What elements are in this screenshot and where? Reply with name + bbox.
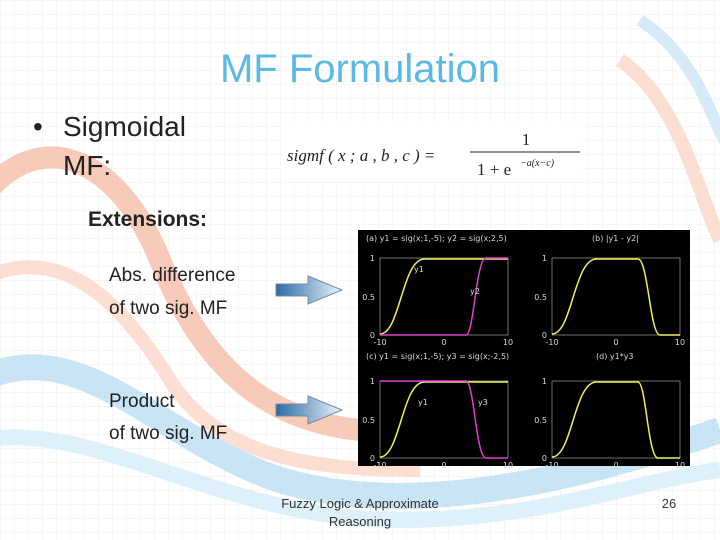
formula-exponent: −a(x−c) bbox=[520, 158, 555, 169]
panel-title: (b) |y1 - y2| bbox=[592, 234, 639, 243]
footer-text: Reasoning bbox=[329, 514, 391, 529]
plot-frame bbox=[551, 380, 681, 459]
item-text: Abs. difference bbox=[109, 265, 235, 286]
x-tick-label: -10 bbox=[545, 338, 558, 347]
curve bbox=[380, 257, 508, 336]
formula-numerator: 1 bbox=[522, 130, 531, 149]
arrow bbox=[275, 395, 344, 425]
panel-title: (d) y1*y3 bbox=[596, 352, 634, 361]
curve bbox=[380, 380, 508, 459]
x-tick-label: 0 bbox=[441, 461, 446, 470]
y-tick-label: 0 bbox=[542, 454, 547, 463]
x-tick-label: -10 bbox=[373, 338, 386, 347]
y-tick-label: 1 bbox=[370, 254, 375, 263]
x-tick-label: 10 bbox=[503, 461, 513, 470]
footer-text: Fuzzy Logic & Approximate bbox=[281, 496, 439, 511]
formula: sigmf ( x ; a , b , c ) = 1 1 + e −a(x−c… bbox=[282, 123, 582, 181]
slide-title: MF Formulation bbox=[220, 47, 500, 91]
curve bbox=[379, 381, 508, 458]
item-text: Product bbox=[109, 391, 175, 412]
curve bbox=[379, 258, 508, 335]
panel-title: (a) y1 = sig(x;1,-5); y2 = sig(x;2,5) bbox=[366, 234, 507, 243]
y-tick-label: 1 bbox=[542, 254, 547, 263]
figure: (a) y1 = sig(x;1,-5); y2 = sig(x;2,5) y1… bbox=[358, 230, 690, 470]
bullet-marker: • bbox=[33, 111, 43, 142]
bullet-text: MF: bbox=[63, 150, 111, 181]
y-tick-label: 1 bbox=[542, 377, 547, 386]
figure-background bbox=[358, 230, 690, 466]
x-tick-label: 10 bbox=[503, 338, 513, 347]
panel: (c) y1 = sig(x;1,-5); y3 = sig(x;-2,5) y… bbox=[362, 352, 513, 470]
x-tick-label: -10 bbox=[545, 461, 558, 470]
x-tick-label: 0 bbox=[441, 338, 446, 347]
y-tick-label: 0 bbox=[542, 331, 547, 340]
panel: (b) |y1 - y2| -10 0 10 0 0.5 1 bbox=[534, 234, 685, 347]
extensions-heading: Extensions: bbox=[88, 208, 207, 231]
y-tick-label: 0.5 bbox=[362, 416, 375, 425]
x-tick-label: 0 bbox=[613, 338, 618, 347]
panel: (a) y1 = sig(x;1,-5); y2 = sig(x;2,5) y1… bbox=[362, 234, 513, 347]
item-text: of two sig. MF bbox=[109, 298, 227, 319]
curve-label: y3 bbox=[478, 398, 488, 407]
curve bbox=[551, 381, 680, 459]
bullet-text: Sigmoidal bbox=[63, 111, 186, 142]
x-tick-label: -10 bbox=[373, 461, 386, 470]
y-tick-label: 0 bbox=[370, 454, 375, 463]
x-tick-label: 0 bbox=[613, 461, 618, 470]
curve-label: y1 bbox=[418, 398, 428, 407]
item-text: of two sig. MF bbox=[109, 423, 227, 444]
x-tick-label: 10 bbox=[675, 461, 685, 470]
plot-frame bbox=[551, 257, 681, 336]
y-tick-label: 0 bbox=[370, 331, 375, 340]
decoration bbox=[0, 15, 720, 529]
panel: (d) y1*y3 -10 0 10 0 0.5 1 bbox=[534, 352, 685, 470]
y-tick-label: 0.5 bbox=[362, 293, 375, 302]
y-tick-label: 0.5 bbox=[534, 416, 547, 425]
x-tick-label: 10 bbox=[675, 338, 685, 347]
curve bbox=[551, 258, 680, 336]
y-tick-label: 0.5 bbox=[534, 293, 547, 302]
curve-label: y1 bbox=[414, 265, 424, 274]
y-tick-label: 1 bbox=[370, 377, 375, 386]
panel-title: (c) y1 = sig(x;1,-5); y3 = sig(x;-2,5) bbox=[366, 352, 509, 361]
arrow bbox=[275, 275, 344, 305]
formula-denominator: 1 + e bbox=[477, 160, 511, 179]
formula-lhs: sigmf ( x ; a , b , c ) = bbox=[287, 146, 435, 165]
page-number: 26 bbox=[662, 496, 676, 511]
curve-label: y2 bbox=[470, 287, 480, 296]
